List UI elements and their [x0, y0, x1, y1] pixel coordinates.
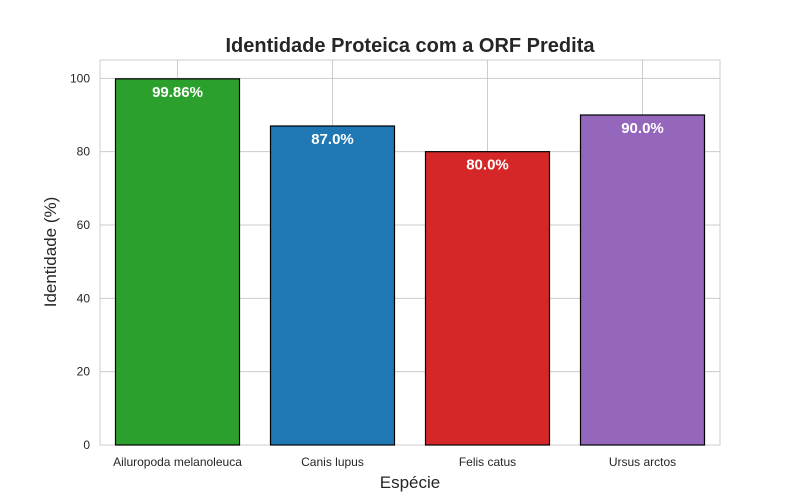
- y-tick-label: 20: [77, 365, 91, 379]
- data-labels: 99.86% 87.0% 80.0% 90.0%: [152, 84, 664, 174]
- bar: [269, 125, 396, 446]
- y-tick-label: 60: [77, 218, 91, 232]
- x-tick-label: Ailuropoda melanoleuca: [113, 455, 242, 469]
- y-tick-label: 80: [77, 145, 91, 159]
- bar-data-label: 90.0%: [621, 120, 664, 137]
- bars: [114, 78, 706, 446]
- bar-data-label: 99.86%: [152, 84, 203, 101]
- x-tick-label: Ursus arctos: [609, 455, 676, 469]
- chart-title: Identidade Proteica com a ORF Predita: [226, 35, 596, 57]
- y-tick-label: 40: [77, 291, 91, 305]
- y-axis-label: Identidade (%): [41, 197, 60, 308]
- x-axis-label: Espécie: [380, 473, 440, 492]
- y-tick-label: 100: [70, 71, 90, 85]
- x-tick-label: Felis catus: [459, 455, 516, 469]
- plot-frame: [99, 59, 721, 446]
- x-axis-ticks: Ailuropoda melanoleuca Canis lupus Felis c…: [113, 455, 676, 469]
- y-tick-label: 0: [83, 438, 90, 452]
- x-tick-label: Canis lupus: [301, 455, 364, 469]
- bar: [579, 114, 706, 446]
- y-axis-ticks: 0 20 40 60 80 100: [70, 71, 90, 452]
- bar: [114, 78, 241, 446]
- bar-data-label: 87.0%: [311, 131, 354, 148]
- bar-data-label: 80.0%: [466, 157, 509, 174]
- bar: [424, 151, 551, 446]
